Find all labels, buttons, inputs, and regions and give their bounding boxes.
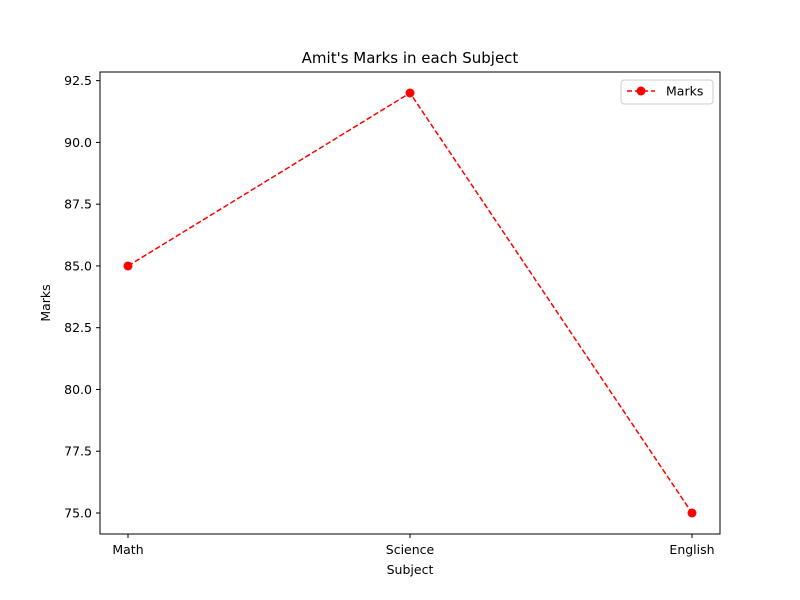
y-tick-label: 77.5 <box>64 444 92 459</box>
data-point <box>123 261 133 271</box>
y-axis-title: Marks <box>38 284 53 321</box>
y-tick-label: 85.0 <box>64 258 92 273</box>
plot-area-frame <box>99 71 721 535</box>
y-tick-label: 75.0 <box>64 506 92 521</box>
y-axis-ticks: 75.0 77.5 80.0 82.5 85.0 87.5 90.0 92.5 <box>64 73 100 521</box>
legend: Marks <box>620 79 714 105</box>
legend-marker-swatch <box>636 86 646 96</box>
data-point <box>405 88 415 98</box>
x-tick-label: Math <box>112 542 143 557</box>
x-tick-label: English <box>669 542 714 557</box>
y-tick-label: 92.5 <box>64 73 92 88</box>
legend-box <box>620 79 714 105</box>
x-axis-ticks: Math Science English <box>112 534 715 557</box>
y-tick-label: 80.0 <box>64 382 92 397</box>
legend-label: Marks <box>666 84 703 99</box>
series-layer <box>123 88 697 518</box>
x-axis-title: Subject <box>387 562 434 577</box>
data-point <box>687 508 697 518</box>
x-tick-label: Science <box>386 542 435 557</box>
chart-title: Amit's Marks in each Subject <box>302 49 519 67</box>
y-tick-label: 82.5 <box>64 320 92 335</box>
y-tick-label: 87.5 <box>64 197 92 212</box>
y-tick-label: 90.0 <box>64 135 92 150</box>
